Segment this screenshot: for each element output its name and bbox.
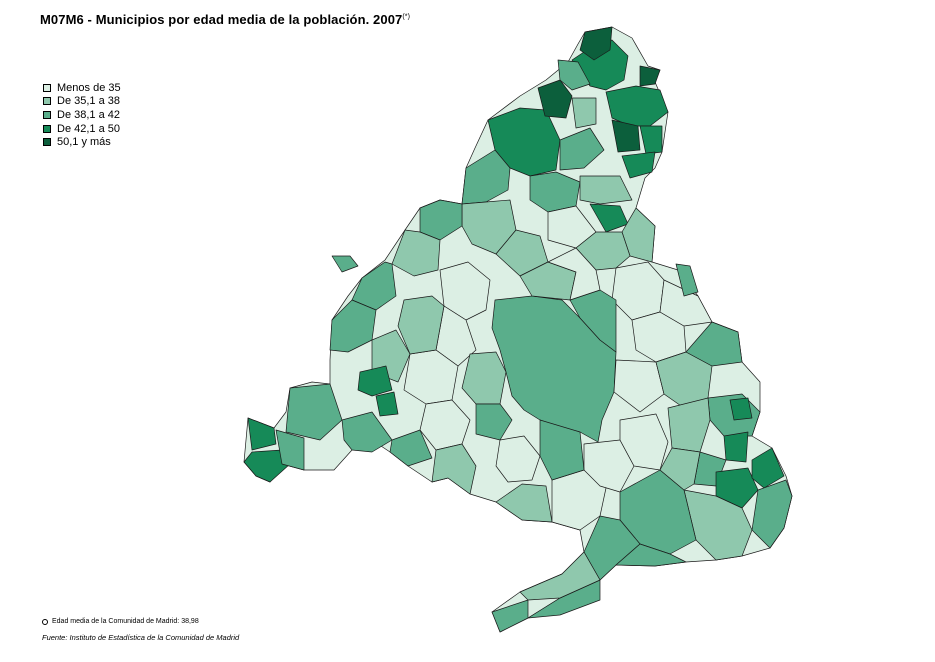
legend-swatch-3 [43,110,51,119]
municipality-e-13 [751,447,785,489]
legend-item-5: 50,1 y más [43,135,121,149]
municipality-e-17 [621,207,656,263]
title-footnote-marker: (*) [402,13,411,21]
municipality-e-16 [675,263,699,297]
legend-swatch-5 [43,138,51,147]
municipality-se-3 [615,543,687,567]
footnote: Edad media de la Comunidad de Madrid: 38… [42,618,199,625]
footnote-text: Edad media de la Comunidad de Madrid: 38… [52,618,199,625]
legend-label-4: De 42,1 a 50 [57,122,120,135]
municipality-west-12 [247,417,277,451]
municipality-north-10 [557,59,591,91]
municipality-e-8 [729,397,753,421]
municipality-e-4 [613,359,665,413]
municipality-madrid [491,295,617,443]
municipality-e-9 [723,431,749,463]
municipality-west-9 [375,391,399,417]
municipality-west-16 [389,429,433,467]
municipality-e-10 [667,397,711,453]
municipality-north-4 [579,26,613,61]
municipality-west-14 [275,429,305,471]
municipality-north-11 [571,97,597,129]
municipality-s-6 [539,419,585,481]
municipality-north-6 [611,119,641,153]
municipality-s-1 [495,435,541,483]
map-title: M07M6 - Municipios por edad media de la … [40,12,410,27]
municipality-cw-7 [475,403,513,441]
source-text: Fuente: Instituto de Estadística de la C… [42,633,240,642]
municipality-cw-9 [495,229,549,277]
legend-label-5: 50,1 y más [57,136,111,149]
municipality-west-15 [331,255,359,273]
legend-swatch-2 [43,97,51,106]
municipality-north-2 [537,79,573,119]
municipality-e-6 [685,321,743,367]
legend-item-4: De 42,1 a 50 [43,122,121,136]
municipality-north-14 [579,175,633,205]
legend-label-3: De 38,1 a 42 [57,108,120,121]
municipality-north-5 [605,85,669,127]
municipality-se-7 [659,447,701,491]
map-title-text: M07M6 - Municipios por edad media de la … [40,12,403,27]
municipality-west-11 [341,411,393,453]
municipality-north-15 [639,65,661,87]
legend-label-1: Menos de 35 [57,81,121,94]
municipality-se-5 [491,599,529,633]
legend-item-1: Menos de 35 [43,81,121,95]
municipality-cw-8 [431,443,477,495]
municipality-e-12 [715,467,759,509]
municipality-se-6 [519,551,601,601]
municipality-cw-4 [397,295,445,355]
legend-swatch-4 [43,124,51,133]
legend-swatch-1 [43,83,51,92]
legend-item-3: De 38,1 a 42 [43,108,121,122]
legend: Menos de 35 De 35,1 a 38 De 38,1 a 42 De… [43,81,121,149]
circle-icon [42,618,48,625]
municipality-west-10 [285,383,343,441]
municipality-north-8 [559,127,605,171]
municipality-north-9 [621,151,656,179]
municipality-north-7 [639,125,663,155]
municipality-s-2 [495,483,553,523]
legend-label-2: De 35,1 a 38 [57,95,120,108]
municipality-c-3 [547,247,601,301]
municipality-e-15 [683,489,753,561]
legend-item-2: De 35,1 a 38 [43,95,121,109]
municipality-west-8 [357,365,393,397]
